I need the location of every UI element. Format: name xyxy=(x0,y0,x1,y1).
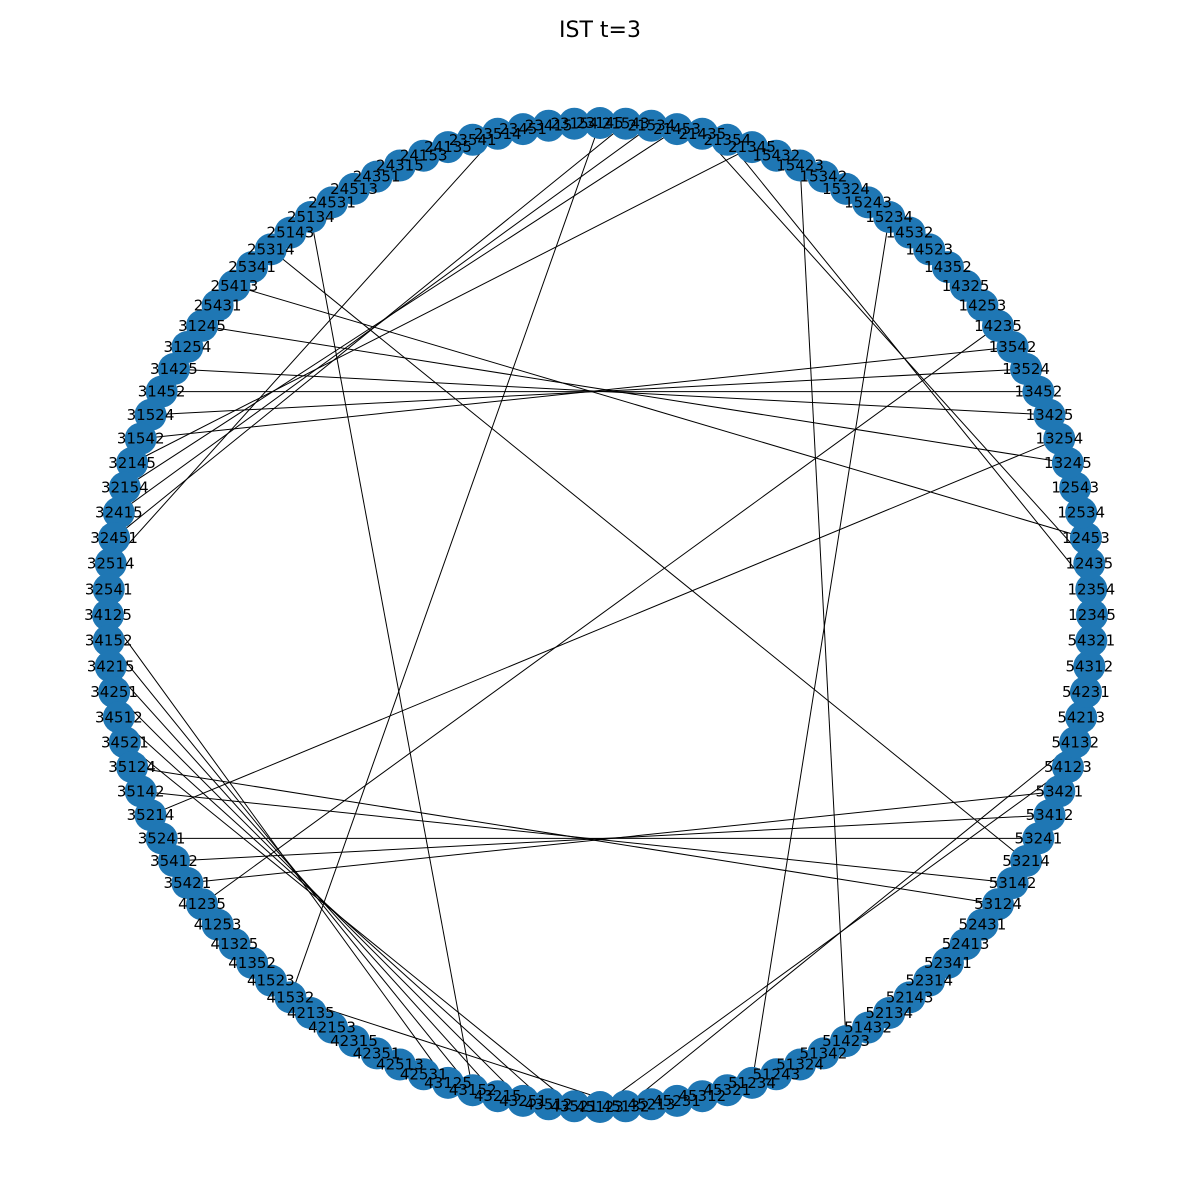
node-label-13425: 13425 xyxy=(1026,406,1074,424)
node-label-32451: 32451 xyxy=(90,529,138,547)
node-label-32154: 32154 xyxy=(101,479,149,497)
node-label-12453: 12453 xyxy=(1062,529,1110,547)
node-label-32415: 32415 xyxy=(95,504,143,522)
node-label-54312: 54312 xyxy=(1065,657,1113,675)
node-label-41352: 41352 xyxy=(228,954,276,972)
node-label-34215: 34215 xyxy=(87,657,135,675)
node-label-34125: 34125 xyxy=(84,606,132,624)
node-label-52341: 52341 xyxy=(924,954,972,972)
node-label-41235: 41235 xyxy=(178,895,226,913)
node-label-53421: 53421 xyxy=(1035,782,1083,800)
edge-53142-35142 xyxy=(141,791,1013,883)
node-label-41523: 41523 xyxy=(247,972,295,990)
node-label-35124: 35124 xyxy=(108,758,156,776)
node-label-14532: 14532 xyxy=(886,224,934,242)
node-label-54213: 54213 xyxy=(1057,708,1105,726)
edge-13245-31245 xyxy=(202,326,1068,463)
node-label-52431: 52431 xyxy=(959,916,1007,934)
node-label-52134: 52134 xyxy=(865,1004,913,1022)
node-label-54132: 54132 xyxy=(1051,733,1099,751)
node-label-34521: 34521 xyxy=(101,733,149,751)
node-label-13542: 13542 xyxy=(989,338,1037,356)
node-label-52314: 52314 xyxy=(905,972,953,990)
node-label-34152: 34152 xyxy=(85,632,133,650)
node-label-35214: 35214 xyxy=(127,806,175,824)
node-label-25143: 25143 xyxy=(267,224,315,242)
node-label-53214: 53214 xyxy=(1002,852,1050,870)
node-label-14253: 14253 xyxy=(959,296,1007,314)
node-label-12435: 12435 xyxy=(1065,555,1113,573)
node-label-32541: 32541 xyxy=(85,580,133,598)
node-label-12543: 12543 xyxy=(1051,479,1099,497)
node-label-52143: 52143 xyxy=(886,988,934,1006)
node-label-34512: 34512 xyxy=(95,708,143,726)
edge-53421-35421 xyxy=(187,791,1059,883)
node-label-35241: 35241 xyxy=(138,829,186,847)
node-label-12354: 12354 xyxy=(1067,580,1115,598)
node-label-53241: 53241 xyxy=(1015,829,1063,847)
node-label-54321: 54321 xyxy=(1067,632,1115,650)
node-label-25413: 25413 xyxy=(211,277,259,295)
node-label-35142: 35142 xyxy=(117,782,165,800)
node-label-13254: 13254 xyxy=(1035,430,1083,448)
node-label-31524: 31524 xyxy=(127,406,175,424)
edge-15234-51234 xyxy=(752,217,889,1083)
node-label-41253: 41253 xyxy=(194,916,242,934)
node-label-54231: 54231 xyxy=(1062,683,1110,701)
node-label-13245: 13245 xyxy=(1044,454,1092,472)
node-label-34251: 34251 xyxy=(90,683,138,701)
node-label-14235: 14235 xyxy=(974,317,1022,335)
node-label-31452: 31452 xyxy=(138,383,186,401)
edge-34251-43251 xyxy=(114,692,523,1101)
edge-14235-41235 xyxy=(202,326,998,904)
node-label-25314: 25314 xyxy=(247,240,295,258)
node-label-53124: 53124 xyxy=(974,895,1022,913)
edge-13254-35214 xyxy=(151,439,1060,815)
node-label-12345: 12345 xyxy=(1068,606,1116,624)
edge-15423-51423 xyxy=(800,166,846,1042)
node-label-32145: 32145 xyxy=(108,454,156,472)
node-label-35412: 35412 xyxy=(150,852,198,870)
node-label-13524: 13524 xyxy=(1002,360,1050,378)
node-label-31245: 31245 xyxy=(178,317,226,335)
node-label-12534: 12534 xyxy=(1057,504,1105,522)
node-label-31254: 31254 xyxy=(164,338,212,356)
node-label-31542: 31542 xyxy=(117,430,165,448)
node-label-31425: 31425 xyxy=(150,360,198,378)
node-label-53412: 53412 xyxy=(1026,806,1074,824)
node-label-13452: 13452 xyxy=(1015,383,1063,401)
node-label-14352: 14352 xyxy=(924,258,972,276)
node-label-52413: 52413 xyxy=(942,935,990,953)
node-label-25431: 25431 xyxy=(194,296,242,314)
node-label-32514: 32514 xyxy=(87,555,135,573)
node-label-54123: 54123 xyxy=(1044,758,1092,776)
node-label-41325: 41325 xyxy=(211,935,259,953)
node-label-25341: 25341 xyxy=(228,258,276,276)
node-label-35421: 35421 xyxy=(164,874,212,892)
node-label-53142: 53142 xyxy=(989,874,1037,892)
node-label-14523: 14523 xyxy=(905,240,953,258)
edge-53214-25314 xyxy=(271,249,1026,861)
node-label-14325: 14325 xyxy=(942,277,990,295)
edge-23145-41532 xyxy=(290,123,600,997)
